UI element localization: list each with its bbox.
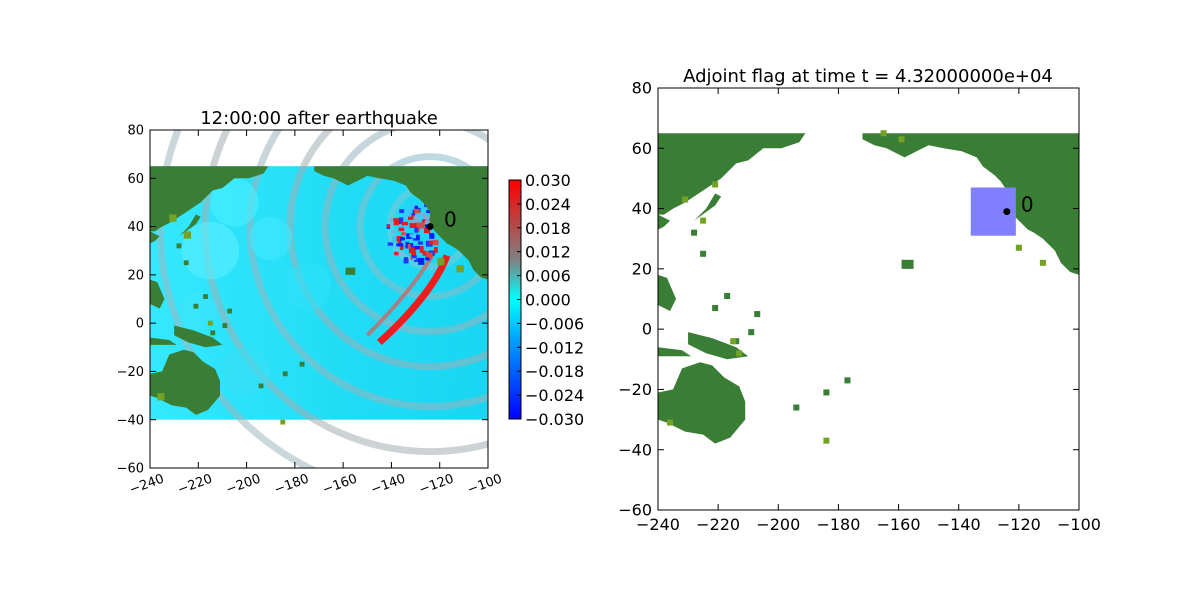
x-tick-label: −160	[321, 472, 360, 498]
x-tick-label: −240	[636, 515, 680, 534]
y-tick-label: 0	[136, 317, 144, 332]
x-tick-label: −200	[224, 472, 263, 498]
x-tick-label: −120	[417, 472, 456, 498]
y-tick-label: 60	[127, 172, 144, 187]
marker-dot	[1003, 208, 1011, 216]
y-tick-label: 20	[127, 268, 144, 283]
y-tick-label: 40	[632, 199, 652, 218]
colorbar-tick-label: −0.030	[525, 410, 584, 429]
colorbar-tick-label: 0.018	[525, 219, 571, 238]
colorbar-tick-label: 0.000	[525, 291, 571, 310]
right-panel: Adjoint flag at time t = 4.32000000e+04 …	[618, 66, 1101, 534]
field-patches	[179, 178, 331, 396]
left-plot-area	[150, 130, 488, 468]
right-plot-area	[658, 130, 1079, 444]
right-axes-frame	[657, 87, 1080, 511]
y-tick-label: 0	[642, 320, 652, 339]
y-tick-label: −60	[117, 462, 144, 477]
colorbar: −0.030 −0.024 −0.018 −0.012 −0.006 0.000 0.006…	[508, 171, 584, 429]
colorbar-tick-label: 0.006	[525, 267, 571, 286]
x-tick-label: −100	[465, 472, 504, 498]
y-tick-label: −40	[117, 413, 144, 428]
y-tick-label: 80	[127, 124, 144, 139]
right-chart-title: Adjoint flag at time t = 4.32000000e+04	[683, 66, 1053, 87]
y-tick-label: −20	[618, 380, 652, 399]
left-chart-title: 12:00:00 after earthquake	[200, 108, 438, 129]
y-tick-label: 60	[632, 139, 652, 158]
marker-0-left: 0	[426, 208, 457, 232]
x-tick-label: −160	[877, 515, 921, 534]
colorbar-tick-label: −0.024	[525, 386, 584, 405]
x-tick-label: −180	[816, 515, 860, 534]
land-left	[150, 166, 488, 425]
marker-dot	[426, 223, 434, 231]
marker-label: 0	[444, 208, 457, 232]
y-tick-label: 80	[632, 79, 652, 98]
y-tick-label: −60	[618, 501, 652, 520]
colorbar-tick-label: −0.012	[525, 338, 584, 357]
x-tick-label: −120	[997, 515, 1041, 534]
colorbar-tick-label: −0.006	[525, 314, 584, 333]
x-tick-label: −200	[756, 515, 800, 534]
x-tick-label: −180	[272, 472, 311, 498]
colorbar-ticks: −0.030 −0.024 −0.018 −0.012 −0.006 0.000 0.006…	[517, 171, 584, 429]
colorbar-tick-label: −0.018	[525, 362, 584, 381]
marker-0-right: 0	[1003, 193, 1034, 217]
y-tick-label: −40	[618, 440, 652, 459]
x-tick-label: −140	[369, 472, 408, 498]
y-tick-label: 40	[127, 220, 144, 235]
right-ticks: −240 −220 −200 −180 −160 −140 −120 −100−60−40−2…	[618, 79, 1101, 534]
x-tick-label: −100	[1057, 515, 1101, 534]
left-panel: 12:00:00 after earthquake −240 −220 −200 −1…	[117, 108, 505, 498]
x-tick-label: −220	[696, 515, 740, 534]
colorbar-tick-label: 0.024	[525, 195, 571, 214]
colorbar-tick-label: 0.012	[525, 243, 571, 262]
y-tick-label: 20	[632, 259, 652, 278]
colorbar-tick-label: 0.030	[525, 171, 571, 190]
left-axes-frame	[149, 129, 489, 469]
land-right	[658, 130, 1079, 444]
y-tick-label: −20	[117, 365, 144, 380]
x-tick-label: −220	[176, 472, 215, 498]
x-tick-label: −140	[937, 515, 981, 534]
marker-label: 0	[1021, 193, 1034, 217]
